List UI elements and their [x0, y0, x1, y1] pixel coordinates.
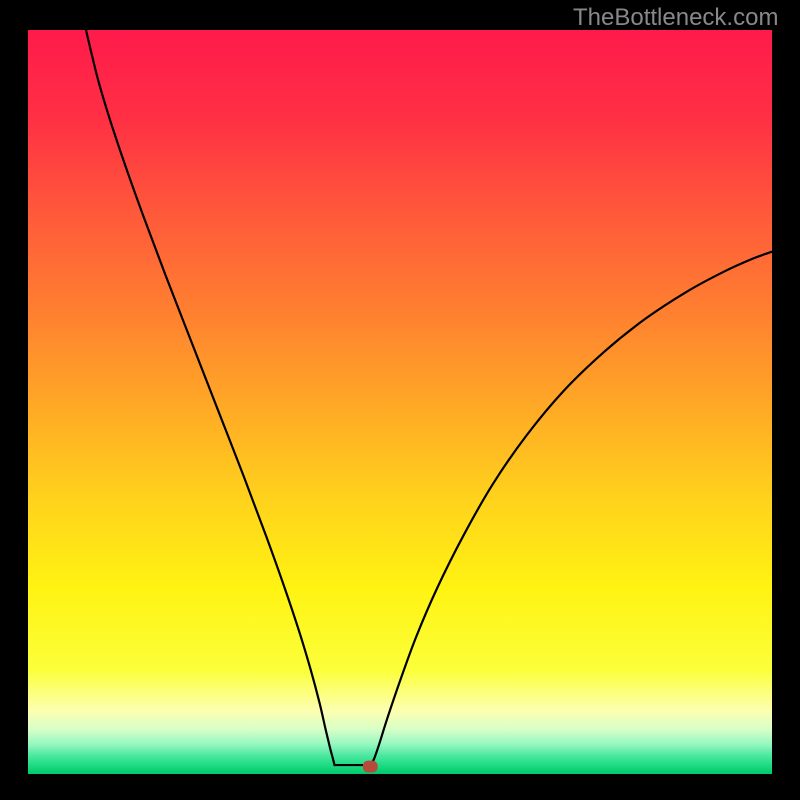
plot-svg	[28, 30, 772, 774]
plot-background	[28, 30, 772, 774]
plot-area	[28, 30, 772, 774]
canvas: TheBottleneck.com	[0, 0, 800, 800]
optimum-marker	[363, 761, 378, 773]
watermark-text: TheBottleneck.com	[573, 4, 778, 32]
